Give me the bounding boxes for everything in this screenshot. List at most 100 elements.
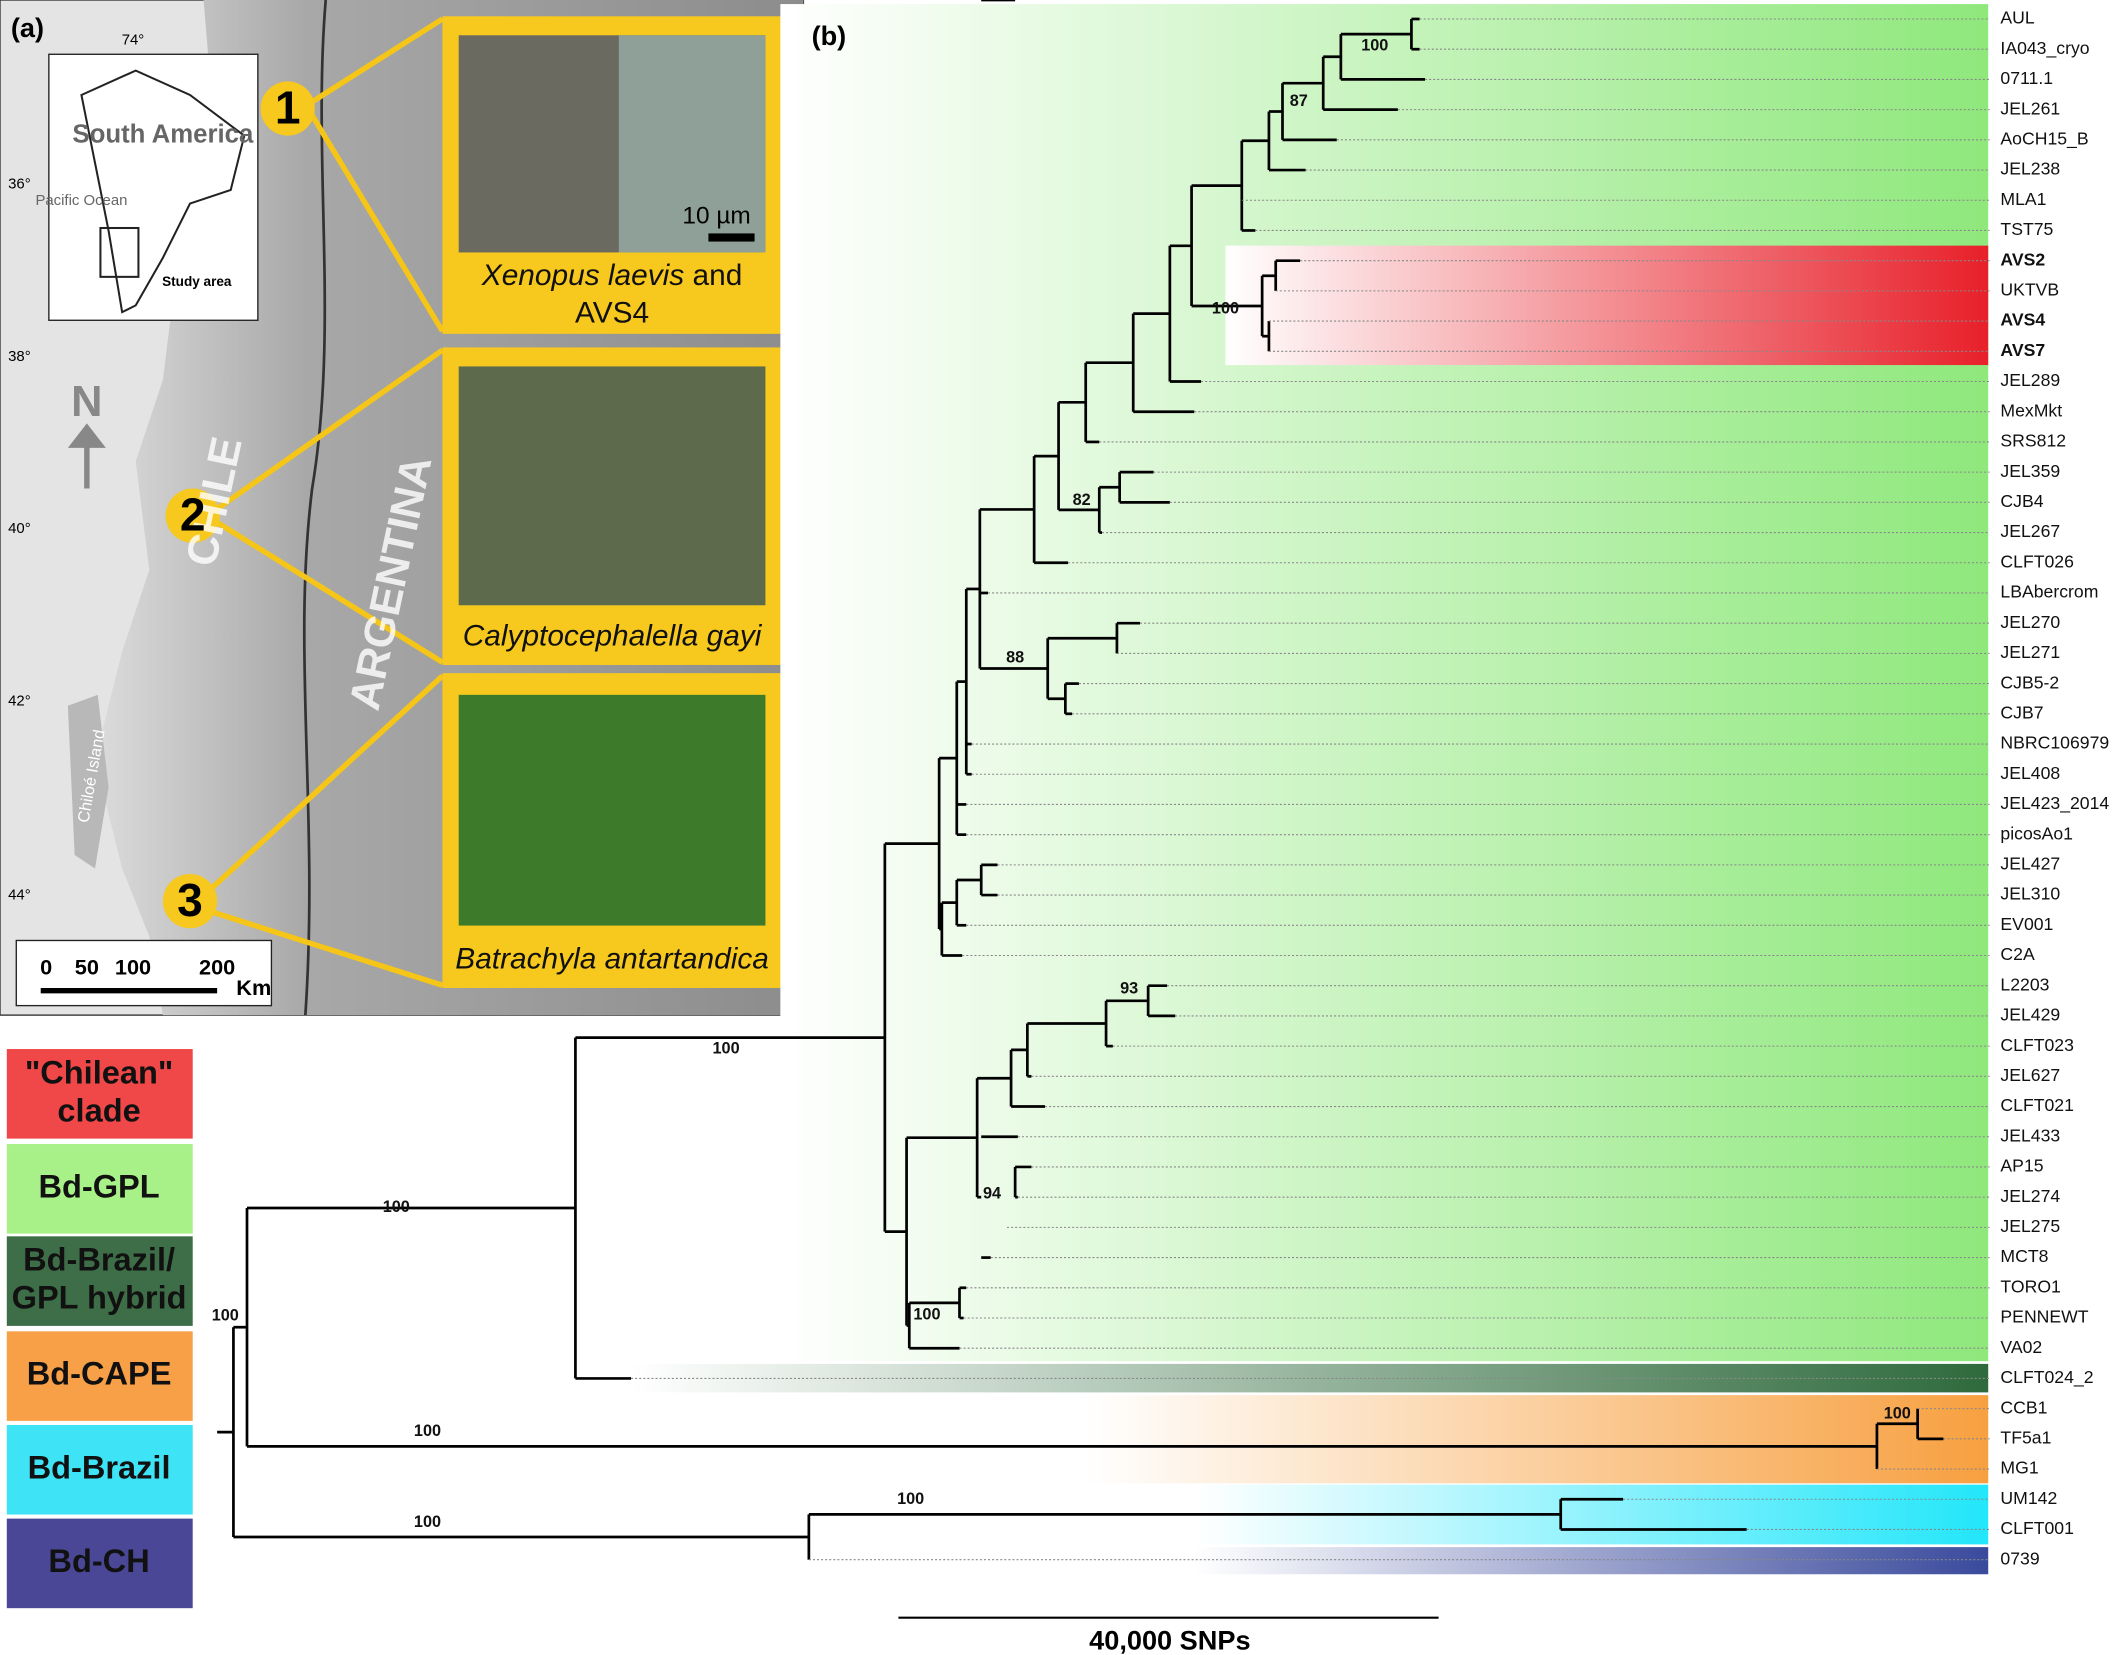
clade-box (6, 1331, 193, 1421)
latitude: 38° (8, 348, 31, 365)
clade-box (6, 1236, 193, 1326)
leaf-label: 0739 (2000, 1548, 2039, 1568)
leaf-label: MCT8 (2000, 1246, 2048, 1266)
site-marker (260, 81, 315, 136)
leaf-label: MLA1 (2000, 189, 2046, 209)
caption: Batrachyla antartandica (455, 943, 769, 976)
leaf-label: UKTVB (2000, 280, 2059, 300)
leaf-label: MG1 (2000, 1458, 2038, 1478)
band (1085, 1395, 1989, 1484)
panel-label: (a) (11, 12, 44, 43)
scale-tick: 100 (115, 955, 151, 980)
connectors (201, 16, 445, 988)
latitude: 44° (8, 887, 31, 904)
site-marker (165, 488, 220, 543)
leaf-label: JEL627 (2000, 1065, 2060, 1085)
support-value: 100 (414, 1422, 441, 1440)
leaf-label: CJB5-2 (2000, 672, 2059, 692)
leaf-label: JEL275 (2000, 1216, 2060, 1236)
leaf-label: JEL274 (2000, 1186, 2060, 1206)
support-value: 94 (983, 1185, 1001, 1203)
caption: Calyptocephalella gayi (463, 620, 763, 653)
clade-bands (631, 4, 1989, 1575)
clade-box (6, 1518, 193, 1609)
leaf-label: CLFT021 (2000, 1095, 2073, 1115)
photo (458, 366, 766, 606)
photo (458, 694, 766, 926)
band (1225, 245, 1989, 366)
leaf-label: PENNEWT (2000, 1307, 2088, 1327)
caption-text: and (684, 259, 742, 292)
support-value: 87 (1290, 92, 1308, 110)
leaf-label: UM142 (2000, 1488, 2057, 1508)
leaf-label: JEL289 (2000, 370, 2060, 390)
leaf-label: CJB7 (2000, 702, 2043, 722)
support-value: 88 (1006, 648, 1024, 666)
longitude: 74° (122, 32, 145, 49)
leaf-label: CLFT024_2 (2000, 1367, 2093, 1388)
clade-label: "Chilean" (25, 1054, 174, 1090)
leaf-label: JEL408 (2000, 763, 2060, 783)
scale-box (15, 939, 273, 1007)
clade-label: GPL hybrid (12, 1280, 187, 1316)
leaf-label: L2203 (2000, 974, 2049, 994)
support-value: 100 (913, 1305, 940, 1323)
clade-label: Bd-CH (48, 1543, 149, 1579)
island-shape (67, 694, 109, 869)
panel-label: (b) (812, 20, 847, 51)
latitude: 40° (8, 520, 31, 537)
site-number: 2 (180, 489, 206, 541)
leaf-label: MexMkt (2000, 400, 2062, 420)
leaf-label: JEL423_2014 (2000, 793, 2109, 814)
micro-scale-label: 10 µm (682, 203, 750, 230)
clade-box (6, 1424, 193, 1515)
scale-label: 40,000 SNPs (1089, 1624, 1250, 1655)
study-box (99, 226, 140, 278)
leaf-label: CCB1 (2000, 1397, 2047, 1417)
leaf-label: VA02 (2000, 1337, 2042, 1357)
leaf-label: JEL359 (2000, 461, 2060, 481)
leaf-label: LBAbercrom (2000, 582, 2098, 602)
site-marker (162, 873, 218, 929)
leaf-label: C2A (2000, 944, 2035, 964)
clade-label: Bd-Brazil/ (23, 1242, 175, 1278)
leaf-label: CJB4 (2000, 491, 2043, 511)
leaf-label: CLFT023 (2000, 1035, 2074, 1055)
latitude: 36° (8, 176, 31, 193)
caption: AVS4 (575, 297, 649, 330)
support-value: 100 (1884, 1404, 1911, 1422)
leaf-label: AVS4 (2000, 310, 2045, 330)
clade-box (6, 1144, 193, 1234)
support-value: 82 (1073, 491, 1091, 509)
leaf-label: AUL (2000, 8, 2034, 28)
band (631, 1363, 1989, 1393)
support-value: 100 (414, 1513, 441, 1531)
leaf-label: CLFT026 (2000, 551, 2074, 571)
site-number: 1 (275, 81, 301, 133)
band (1194, 1547, 1989, 1575)
leaf-label: AoCH15_B (2000, 128, 2088, 149)
support-value: 100 (897, 1490, 924, 1508)
site-number: 3 (177, 874, 203, 926)
leaf-label: picosAo1 (2000, 823, 2073, 843)
support-value: 100 (713, 1039, 740, 1057)
scale-tick: 200 (199, 955, 235, 980)
micro-scale (708, 233, 755, 242)
clade-box (6, 1049, 193, 1139)
support-value: 100 (1212, 300, 1239, 318)
leaf-label: SRS812 (2000, 431, 2066, 451)
north: N (71, 378, 102, 426)
clade-label: Bd-Brazil (28, 1449, 171, 1485)
leaf-label: JEL433 (2000, 1125, 2060, 1145)
caption: Xenopus laevis and (481, 259, 743, 292)
clade-label: clade (57, 1092, 140, 1128)
latitude: 42° (8, 693, 31, 710)
north-arrow (67, 423, 106, 489)
leaf-label: TST75 (2000, 219, 2053, 239)
caption-italic: Xenopus laevis (481, 259, 684, 292)
support-value: 100 (212, 1307, 239, 1325)
leaf-label: AVS7 (2000, 340, 2045, 360)
inset-area: Study area (162, 274, 232, 289)
